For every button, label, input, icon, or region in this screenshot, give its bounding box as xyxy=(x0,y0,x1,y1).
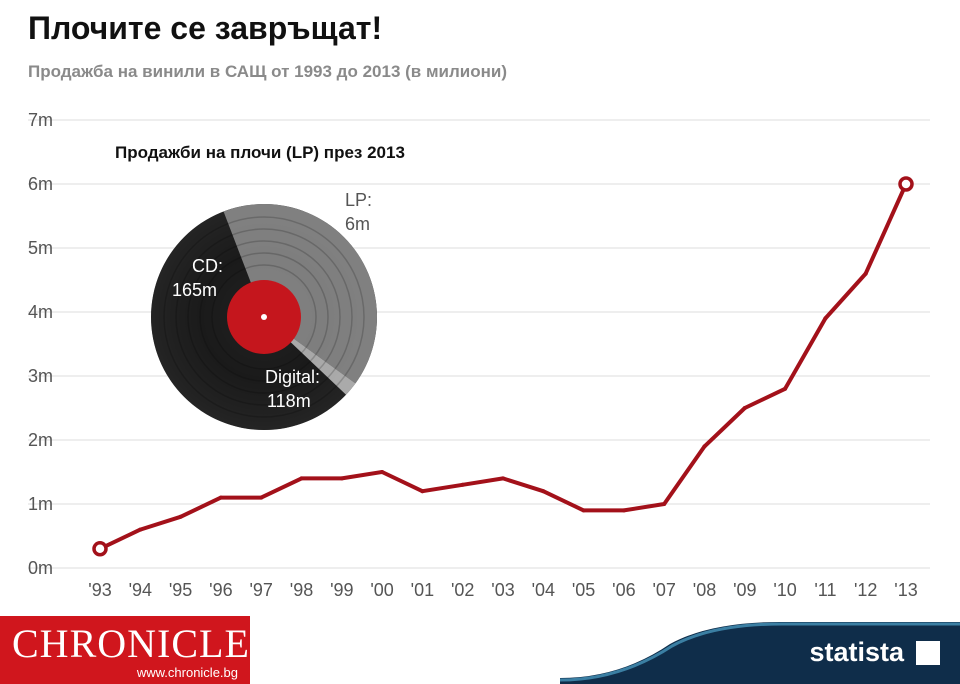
inset-title: Продажби на плочи (LP) през 2013 xyxy=(115,143,405,162)
vinyl-groove xyxy=(211,264,317,370)
chronicle-banner[interactable]: CHRONICLE www.chronicle.bg xyxy=(0,616,250,684)
x-tick-label: '96 xyxy=(209,580,232,600)
x-tick-label: '97 xyxy=(249,580,272,600)
digital-slice-label: Digital: xyxy=(265,367,320,387)
data-point xyxy=(259,495,264,500)
data-point xyxy=(621,508,626,513)
vinyl-pie-inset: Продажби на плочи (LP) през 2013 CD: 165… xyxy=(115,143,405,431)
x-axis: '93 '94 '95 '96 '97 '98 '99 '00 '01 '02 '03 '04 '05 '… xyxy=(88,580,917,600)
lp-slice-value: 6m xyxy=(345,214,370,234)
x-tick-label: '10 xyxy=(773,580,796,600)
data-point xyxy=(178,514,183,519)
data-point xyxy=(339,476,344,481)
vinyl-groove xyxy=(175,228,353,406)
y-tick-label: 7m xyxy=(28,110,53,130)
x-tick-label: '98 xyxy=(290,580,313,600)
data-point xyxy=(823,316,828,321)
chronicle-logo[interactable]: CHRONICLE xyxy=(12,621,250,666)
data-point xyxy=(662,502,667,506)
digital-slice-value: 118m xyxy=(267,391,311,411)
data-point xyxy=(138,527,143,532)
x-tick-label: '07 xyxy=(652,580,675,600)
digital-slice xyxy=(223,204,377,384)
x-tick-label: '95 xyxy=(169,580,192,600)
x-tick-label: '94 xyxy=(129,580,152,600)
vinyl-groove xyxy=(163,216,365,418)
y-tick-label: 5m xyxy=(28,238,53,258)
vinyl-groove xyxy=(199,252,329,382)
data-point xyxy=(380,470,385,474)
x-tick-label: '03 xyxy=(491,580,514,600)
x-tick-label: '08 xyxy=(693,580,716,600)
x-tick-label: '05 xyxy=(572,580,595,600)
spindle-hole xyxy=(261,314,267,320)
x-tick-label: '00 xyxy=(370,580,393,600)
statista-logo[interactable]: statista xyxy=(809,637,904,667)
highlighted-data-point xyxy=(898,176,914,192)
x-tick-label: '01 xyxy=(411,580,434,600)
x-tick-label: '13 xyxy=(894,580,917,600)
data-point xyxy=(783,386,788,391)
x-tick-label: '06 xyxy=(612,580,635,600)
y-tick-label: 2m xyxy=(28,430,53,450)
data-point xyxy=(218,495,223,500)
vinyl-groove xyxy=(187,240,341,394)
chart-title: Плочите се завръщат! xyxy=(28,10,383,46)
data-point xyxy=(460,482,465,487)
y-tick-label: 1m xyxy=(28,494,53,514)
data-point xyxy=(702,444,707,449)
data-point xyxy=(501,476,505,481)
data-point xyxy=(299,476,304,481)
chronicle-url[interactable]: www.chronicle.bg xyxy=(136,665,238,680)
x-tick-label: '12 xyxy=(854,580,877,600)
y-tick-label: 0m xyxy=(28,558,53,578)
y-axis: 0m 1m 2m 3m 4m 5m 6m 7m xyxy=(28,110,53,578)
x-tick-label: '93 xyxy=(88,580,111,600)
x-tick-label: '99 xyxy=(330,580,353,600)
data-point xyxy=(742,406,747,410)
highlighted-data-point xyxy=(92,541,108,557)
lp-slice-label: LP: xyxy=(345,190,372,210)
vinyl-record xyxy=(150,204,377,431)
x-tick-label: '11 xyxy=(814,580,836,600)
data-point xyxy=(863,271,868,276)
data-point xyxy=(420,489,425,494)
x-tick-label: '02 xyxy=(451,580,474,600)
x-tick-label: '04 xyxy=(532,580,555,600)
y-tick-label: 6m xyxy=(28,174,53,194)
x-tick-label: '09 xyxy=(733,580,756,600)
sales-series xyxy=(92,176,914,557)
y-tick-label: 4m xyxy=(28,302,53,322)
line-chart: 0m 1m 2m 3m 4m 5m 6m 7m '93 '94 '95 '96 '97 '98 '99 '0… xyxy=(28,110,930,600)
cd-slice-label: CD: xyxy=(192,256,223,276)
data-point xyxy=(581,508,586,513)
data-point xyxy=(541,489,546,494)
y-tick-label: 3m xyxy=(28,366,53,386)
cd-slice-value: 165m xyxy=(172,280,217,300)
statista-logo-icon xyxy=(916,641,940,665)
statista-banner[interactable]: statista xyxy=(560,616,960,684)
chart-subtitle: Продажба на винили в САЩ от 1993 до 2013… xyxy=(28,62,507,81)
statista-banner-shape xyxy=(560,622,960,684)
